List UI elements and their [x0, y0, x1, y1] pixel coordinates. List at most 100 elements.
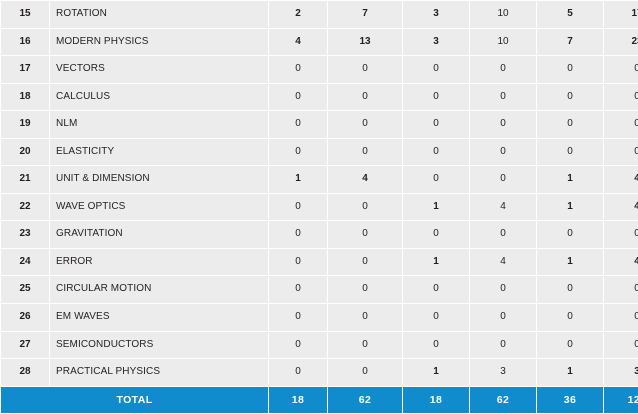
- cell-count-6: 0: [604, 276, 638, 304]
- cell-count-6: 0: [604, 304, 638, 331]
- cell-count-5: 0: [537, 111, 603, 138]
- cell-count-3: 0: [403, 56, 469, 83]
- cell-count-6: 0: [604, 221, 638, 248]
- cell-count-4: 10: [470, 28, 536, 56]
- cell-count-2: 0: [328, 248, 402, 276]
- cell-count-2: 0: [328, 56, 402, 83]
- cell-count-1: 0: [269, 276, 327, 304]
- cell-count-2: 0: [328, 193, 402, 221]
- cell-count-4: 10: [470, 1, 536, 28]
- cell-count-1: 1: [269, 166, 327, 193]
- cell-count-3: 0: [403, 138, 469, 166]
- cell-count-4: 0: [470, 56, 536, 83]
- cell-count-5: 1: [537, 166, 603, 193]
- cell-topic-name: ERROR: [50, 248, 268, 276]
- cell-count-3: 3: [403, 1, 469, 28]
- cell-count-1: 0: [269, 248, 327, 276]
- cell-count-4: 0: [470, 304, 536, 331]
- cell-count-3: 3: [403, 28, 469, 56]
- table-row: 27SEMICONDUCTORS0000000.00: [1, 331, 638, 359]
- cell-serial-number: 25: [1, 276, 49, 304]
- cell-serial-number: 26: [1, 304, 49, 331]
- cell-count-1: 0: [269, 56, 327, 83]
- cell-count-1: 0: [269, 331, 327, 359]
- cell-count-5: 1: [537, 359, 603, 386]
- cell-count-3: 0: [403, 166, 469, 193]
- cell-count-1: 0: [269, 304, 327, 331]
- cell-topic-name: EM WAVES: [50, 304, 268, 331]
- cell-count-2: 0: [328, 138, 402, 166]
- cell-count-2: 4: [328, 166, 402, 193]
- cell-serial-number: 21: [1, 166, 49, 193]
- cell-count-4: 0: [470, 221, 536, 248]
- cell-count-3: 0: [403, 331, 469, 359]
- cell-count-5: 5: [537, 1, 603, 28]
- cell-topic-name: GRAVITATION: [50, 221, 268, 248]
- cell-count-5: 0: [537, 56, 603, 83]
- cell-count-2: 13: [328, 28, 402, 56]
- cell-count-2: 0: [328, 221, 402, 248]
- cell-count-1: 0: [269, 111, 327, 138]
- cell-count-3: 1: [403, 193, 469, 221]
- cell-count-6: 0: [604, 111, 638, 138]
- cell-count-4: 0: [470, 166, 536, 193]
- cell-count-6: 4: [604, 248, 638, 276]
- cell-count-6: 17: [604, 1, 638, 28]
- cell-count-4: 0: [470, 138, 536, 166]
- table-row: 17VECTORS0000000.00: [1, 56, 638, 83]
- cell-count-6: 3: [604, 359, 638, 386]
- cell-count-1: 4: [269, 28, 327, 56]
- cell-count-2: 0: [328, 276, 402, 304]
- cell-count-5: 1: [537, 193, 603, 221]
- cell-count-5: 0: [537, 331, 603, 359]
- cell-topic-name: MODERN PHYSICS: [50, 28, 268, 56]
- cell-count-5: 1: [537, 248, 603, 276]
- table-row: 20ELASTICITY0000000.00: [1, 138, 638, 166]
- cell-topic-name: ELASTICITY: [50, 138, 268, 166]
- cell-count-6: 0: [604, 83, 638, 111]
- cell-count-3: 1: [403, 248, 469, 276]
- cell-count-1: 0: [269, 83, 327, 111]
- cell-count-2: 0: [328, 331, 402, 359]
- cell-count-2: 0: [328, 111, 402, 138]
- cell-topic-name: UNIT & DIMENSION: [50, 166, 268, 193]
- cell-serial-number: 19: [1, 111, 49, 138]
- cell-count-1: 0: [269, 359, 327, 386]
- cell-serial-number: 20: [1, 138, 49, 166]
- cell-serial-number: 22: [1, 193, 49, 221]
- cell-count-4: 0: [470, 111, 536, 138]
- cell-serial-number: 28: [1, 359, 49, 386]
- table-row: 19NLM0000000.00: [1, 111, 638, 138]
- cell-count-1: 0: [269, 138, 327, 166]
- cell-serial-number: 15: [1, 1, 49, 28]
- cell-topic-name: PRACTICAL PHYSICS: [50, 359, 268, 386]
- cell-count-5: 0: [537, 138, 603, 166]
- cell-count-2: 0: [328, 359, 402, 386]
- table-row: 24ERROR0014143.23: [1, 248, 638, 276]
- cell-count-4: 0: [470, 331, 536, 359]
- cell-count-4: 4: [470, 193, 536, 221]
- cell-serial-number: 24: [1, 248, 49, 276]
- cell-count-3: 0: [403, 221, 469, 248]
- cell-count-6: 0: [604, 138, 638, 166]
- cell-count-4: 0: [470, 83, 536, 111]
- cell-topic-name: CIRCULAR MOTION: [50, 276, 268, 304]
- cell-count-6: 4: [604, 193, 638, 221]
- cell-count-2: 0: [328, 304, 402, 331]
- cell-count-2: 0: [328, 83, 402, 111]
- cell-count-1: 0: [269, 193, 327, 221]
- cell-count-3: 0: [403, 83, 469, 111]
- cell-serial-number: 27: [1, 331, 49, 359]
- cell-serial-number: 16: [1, 28, 49, 56]
- cell-topic-name: ROTATION: [50, 1, 268, 28]
- cell-count-1: 2: [269, 1, 327, 28]
- cell-count-5: 0: [537, 83, 603, 111]
- cell-count-1: 0: [269, 221, 327, 248]
- cell-count-6: 4: [604, 166, 638, 193]
